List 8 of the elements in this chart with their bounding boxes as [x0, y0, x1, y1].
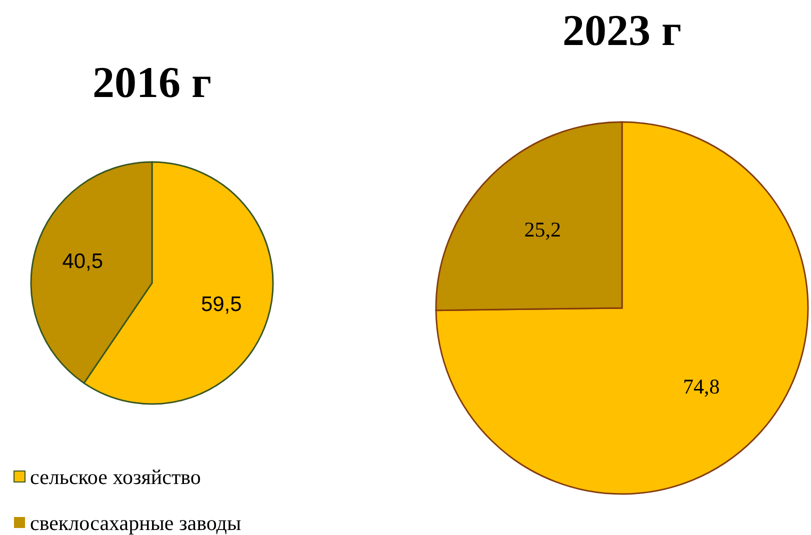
data-label: 74,8 [683, 374, 720, 398]
data-label: 25,2 [524, 218, 561, 242]
legend-label: сельское хозяйство [30, 465, 201, 489]
data-label: 40,5 [62, 250, 104, 274]
data-label: 59,5 [200, 292, 242, 316]
legend-label: свеклосахарные заводы [30, 511, 242, 535]
slice-label: 2023 г [562, 6, 682, 55]
slice-label: 2016 г [92, 58, 212, 107]
